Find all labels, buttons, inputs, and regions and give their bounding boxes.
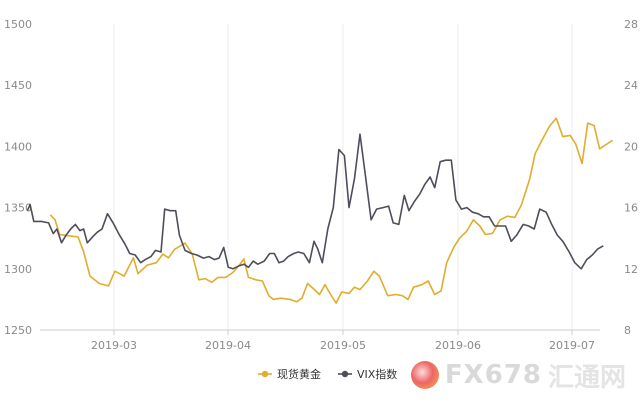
watermark: FX678 汇通网 — [410, 358, 626, 393]
left-axis: 1250 1300 1350 1400 1450 1500 — [4, 18, 32, 337]
x-tick-label: 2019-07 — [549, 339, 595, 352]
right-tick-label: 24 — [624, 79, 638, 92]
series-layer — [26, 117, 613, 304]
legend-swatch-dot — [341, 370, 349, 378]
x-tick-label: 2019-05 — [320, 339, 366, 352]
x-tick-label: 2019-03 — [91, 339, 137, 352]
series-line-gold — [49, 117, 613, 304]
right-tick-label: 16 — [624, 202, 638, 215]
x-tick-label: 2019-06 — [435, 339, 481, 352]
x-axis: 2019-03 2019-04 2019-05 2019-06 2019-07 — [91, 330, 595, 352]
legend-label: 现货黄金 — [277, 367, 321, 381]
right-tick-label: 8 — [624, 324, 631, 337]
left-tick-label: 1450 — [4, 79, 32, 92]
right-tick-label: 28 — [624, 18, 638, 31]
legend-swatch-dot — [261, 370, 269, 378]
watermark-brand-logo: FX678 — [444, 360, 542, 390]
left-tick-label: 1300 — [4, 263, 32, 276]
fx678-logo-icon — [410, 361, 439, 389]
right-tick-label: 20 — [624, 140, 638, 153]
x-tick-label: 2019-04 — [205, 339, 251, 352]
left-tick-label: 1350 — [4, 202, 32, 215]
left-tick-label: 1250 — [4, 324, 32, 337]
right-axis: 8 12 16 20 24 28 — [624, 18, 638, 337]
left-tick-label: 1400 — [4, 140, 32, 153]
legend: 现货黄金 VIX指数 — [258, 367, 397, 381]
legend-label: VIX指数 — [357, 367, 397, 381]
grid — [113, 24, 573, 330]
right-tick-label: 12 — [624, 263, 638, 276]
left-tick-label: 1500 — [4, 18, 32, 31]
watermark-brand-cn-logo: 汇通网 — [547, 362, 626, 393]
series-line-vix — [26, 133, 604, 270]
